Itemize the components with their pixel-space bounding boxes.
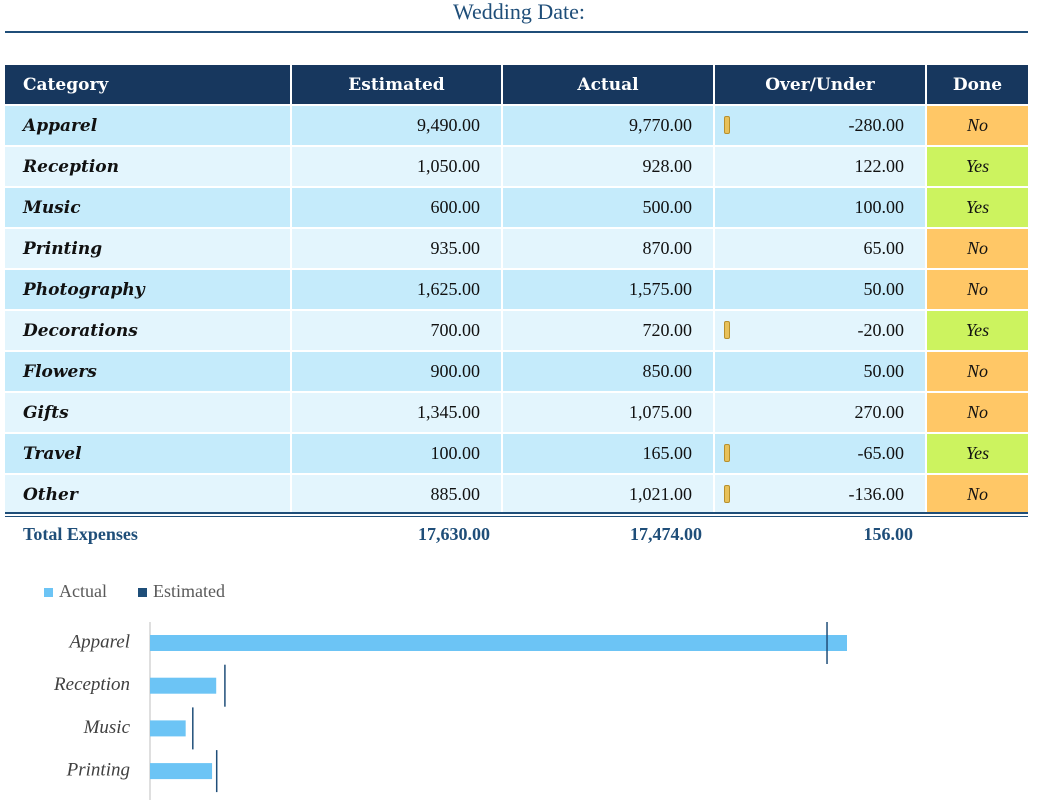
actual-bar bbox=[150, 720, 186, 737]
column-header: Estimated bbox=[292, 65, 501, 104]
amount-cell: 50.00 bbox=[715, 270, 925, 309]
amount-cell: 1,050.00 bbox=[292, 147, 501, 186]
total-label: Total Expenses bbox=[23, 523, 138, 544]
category-label: Printing bbox=[66, 759, 130, 780]
amount-cell: 900.00 bbox=[292, 352, 501, 391]
amount-cell: 700.00 bbox=[292, 311, 501, 350]
total-rule bbox=[5, 512, 1028, 514]
amount-cell: 270.00 bbox=[715, 393, 925, 432]
total-amount: 17,630.00 bbox=[418, 523, 490, 544]
amount-cell: 100.00 bbox=[715, 188, 925, 227]
legend-swatch bbox=[44, 588, 53, 597]
amount-cell: 500.00 bbox=[503, 188, 713, 227]
amount-cell: 1,625.00 bbox=[292, 270, 501, 309]
category-cell: Printing bbox=[5, 229, 290, 268]
amount-cell: 870.00 bbox=[503, 229, 713, 268]
amount-cell: 935.00 bbox=[292, 229, 501, 268]
amount-cell: 1,075.00 bbox=[503, 393, 713, 432]
amount-cell: 9,770.00 bbox=[503, 106, 713, 145]
actual-bar bbox=[150, 763, 213, 780]
category-label: Apparel bbox=[67, 631, 130, 652]
category-label: Reception bbox=[53, 674, 130, 695]
category-cell: Other bbox=[5, 475, 290, 514]
warning-icon bbox=[724, 485, 730, 503]
amount-cell: 850.00 bbox=[503, 352, 713, 391]
amount-cell: 600.00 bbox=[292, 188, 501, 227]
column-header: Actual bbox=[503, 65, 713, 104]
done-cell: Yes bbox=[927, 147, 1028, 186]
legend-swatch bbox=[138, 588, 147, 597]
amount-cell: 928.00 bbox=[503, 147, 713, 186]
amount-cell: 1,021.00 bbox=[503, 475, 713, 514]
amount-cell: 885.00 bbox=[292, 475, 501, 514]
category-cell: Apparel bbox=[5, 106, 290, 145]
done-cell: Yes bbox=[927, 311, 1028, 350]
amount-cell: 50.00 bbox=[715, 352, 925, 391]
total-rule bbox=[5, 516, 1028, 517]
budget-table: Category Estimated Actual Over/Under Done App… bbox=[5, 65, 1028, 544]
category-cell: Music bbox=[5, 188, 290, 227]
done-cell: Yes bbox=[927, 188, 1028, 227]
column-header: Done bbox=[927, 65, 1028, 104]
category-cell: Photography bbox=[5, 270, 290, 309]
done-cell: No bbox=[927, 393, 1028, 432]
amount-cell: -136.00 bbox=[715, 475, 925, 514]
done-cell: Yes bbox=[927, 434, 1028, 473]
title-rule bbox=[5, 31, 1028, 33]
done-cell: No bbox=[927, 229, 1028, 268]
wedding-date-title: Wedding Date: bbox=[452, 0, 586, 24]
amount-cell: 65.00 bbox=[715, 229, 925, 268]
legend-label: Actual bbox=[59, 581, 107, 601]
warning-icon bbox=[724, 321, 730, 339]
amount-cell: -280.00 bbox=[715, 106, 925, 145]
actual-bar bbox=[150, 677, 217, 694]
amount-cell: 122.00 bbox=[715, 147, 925, 186]
actual-bar bbox=[150, 635, 847, 651]
bar-chart: Actual Estimated Apparel Reception Music Prin… bbox=[44, 581, 847, 800]
category-cell: Flowers bbox=[5, 352, 290, 391]
amount-cell: -65.00 bbox=[715, 434, 925, 473]
done-cell: No bbox=[927, 352, 1028, 391]
category-cell: Reception bbox=[5, 147, 290, 186]
legend-label: Estimated bbox=[153, 581, 225, 601]
category-label: Music bbox=[83, 717, 131, 738]
amount-cell: 720.00 bbox=[503, 311, 713, 350]
total-amount: 156.00 bbox=[863, 523, 914, 544]
amount-cell: 100.00 bbox=[292, 434, 501, 473]
category-cell: Travel bbox=[5, 434, 290, 473]
amount-cell: -20.00 bbox=[715, 311, 925, 350]
done-cell: No bbox=[927, 475, 1028, 514]
column-header: Category bbox=[5, 65, 290, 104]
amount-cell: 1,345.00 bbox=[292, 393, 501, 432]
amount-cell: 1,575.00 bbox=[503, 270, 713, 309]
done-cell: No bbox=[927, 270, 1028, 309]
total-amount: 17,474.00 bbox=[630, 523, 702, 544]
category-cell: Decorations bbox=[5, 311, 290, 350]
warning-icon bbox=[724, 444, 730, 462]
done-cell: No bbox=[927, 106, 1028, 145]
warning-icon bbox=[724, 116, 730, 134]
column-header: Over/Under bbox=[715, 65, 925, 104]
amount-cell: 9,490.00 bbox=[292, 106, 501, 145]
amount-cell: 165.00 bbox=[503, 434, 713, 473]
category-cell: Gifts bbox=[5, 393, 290, 432]
